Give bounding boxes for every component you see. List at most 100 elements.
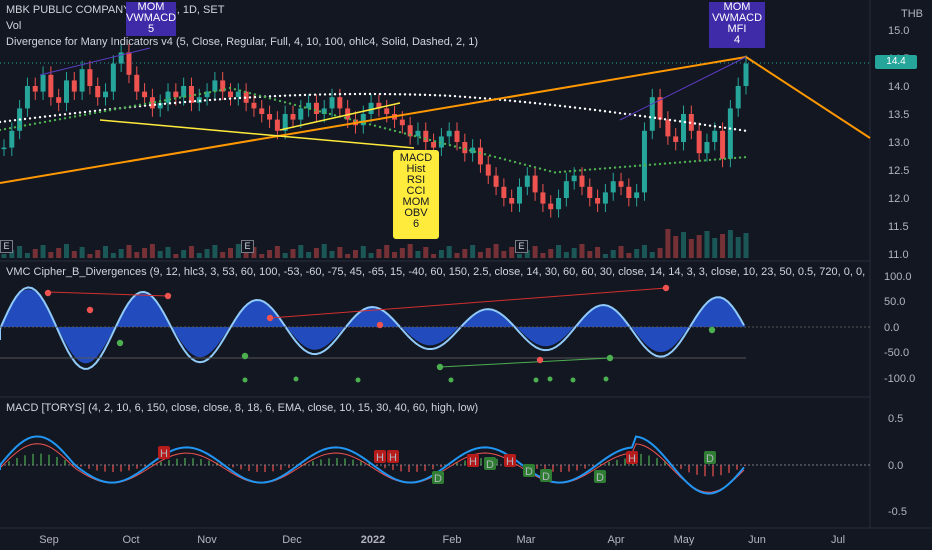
ema-slow-dot xyxy=(523,100,527,104)
time-tick: Oct xyxy=(122,534,139,546)
macd-histogram-bar xyxy=(568,465,570,472)
macd-histogram-bar xyxy=(592,465,594,467)
yellow-divergence-line xyxy=(279,102,401,131)
price-candle xyxy=(360,114,366,126)
ema-slow-dot xyxy=(573,106,577,109)
ema-fast-dot xyxy=(333,114,337,117)
label-line: Hist xyxy=(406,163,426,175)
ema-slow-dot xyxy=(508,99,512,102)
macd-d-marker xyxy=(540,469,552,482)
ema-fast-dot xyxy=(158,100,162,103)
macd-d-marker xyxy=(432,471,444,484)
ema-slow-dot xyxy=(328,93,332,96)
macd-histogram-bar xyxy=(608,461,610,465)
vmc-wave-line xyxy=(0,286,745,370)
ema-fast-dot xyxy=(53,118,57,122)
ema-slow-dot xyxy=(458,95,462,98)
ema-fast-dot xyxy=(188,94,192,98)
ema-slow-dot xyxy=(558,104,562,108)
ema-slow-dot xyxy=(383,92,387,96)
volume-bar xyxy=(563,252,569,258)
macd-histogram-bar xyxy=(536,465,538,469)
volume-bar xyxy=(79,247,85,258)
price-candle xyxy=(735,86,741,109)
vmc-tick: 50.0 xyxy=(884,296,905,308)
ema-slow-dot xyxy=(308,93,312,97)
ema-slow-dot xyxy=(203,99,207,102)
price-candle xyxy=(220,80,226,92)
purple-divergence-line xyxy=(619,56,747,121)
ema-slow-dot xyxy=(293,94,297,97)
volume-bar xyxy=(149,244,155,258)
ema-fast-dot xyxy=(708,158,712,162)
earnings-marker[interactable]: E xyxy=(241,240,254,253)
vmc-signal-dot xyxy=(241,352,249,360)
ema-slow-dot xyxy=(483,97,487,100)
macd-histogram-bar xyxy=(400,465,402,472)
price-candle xyxy=(595,198,601,204)
divergence-label-top-right: MOM VWMACD MFI 4 xyxy=(709,2,765,48)
vmc-tick: 0.0 xyxy=(884,322,899,334)
earnings-marker[interactable]: E xyxy=(515,240,528,253)
price-candle xyxy=(267,114,273,120)
price-candle xyxy=(556,198,562,210)
ema-fast-dot xyxy=(78,114,82,117)
price-candle xyxy=(610,181,616,193)
vmc-signal-dot xyxy=(44,289,52,297)
price-candle xyxy=(228,91,234,98)
price-candle xyxy=(274,119,280,131)
macd-histogram-bar xyxy=(232,465,234,468)
ema-fast-dot xyxy=(398,131,402,134)
vmc-tick: 100.0 xyxy=(884,271,912,283)
macd-histogram-bar xyxy=(368,463,370,465)
ema-fast-dot xyxy=(718,158,722,161)
ema-slow-dot xyxy=(248,96,252,99)
vmc-buy-dot xyxy=(533,377,539,383)
ema-fast-dot xyxy=(478,151,482,155)
time-tick: Apr xyxy=(607,534,624,546)
price-candle xyxy=(290,114,296,120)
ema-slow-dot xyxy=(478,96,482,100)
time-tick: Jul xyxy=(831,534,845,546)
volume-bar xyxy=(212,245,218,258)
ema-fast-dot xyxy=(743,156,747,159)
ema-fast-dot xyxy=(148,101,152,105)
ema-fast-dot xyxy=(383,127,387,130)
price-candle xyxy=(712,130,718,142)
ema-fast-dot xyxy=(0,128,2,132)
volume-bar xyxy=(407,244,413,258)
ema-fast-dot xyxy=(293,103,297,107)
price-candle xyxy=(618,181,624,187)
price-candle xyxy=(454,130,460,142)
ema-slow-dot xyxy=(393,93,397,96)
ema-slow-dot xyxy=(313,93,317,96)
ema-slow-dot xyxy=(38,116,42,119)
macd-histogram-bar xyxy=(104,465,106,472)
macd-histogram-bar xyxy=(192,458,194,465)
price-candle xyxy=(63,80,69,103)
price-candle xyxy=(329,97,335,109)
macd-histogram-bar xyxy=(712,465,714,477)
volume-bar xyxy=(415,251,421,258)
volume-bar xyxy=(181,250,187,258)
ema-slow-dot xyxy=(708,124,712,127)
ema-fast-dot xyxy=(298,105,302,108)
vmc-buy-dot xyxy=(242,377,248,383)
ema-slow-dot xyxy=(533,101,537,105)
volume-bar xyxy=(345,254,351,258)
ema-slow-dot xyxy=(448,94,452,98)
price-tick: 13.0 xyxy=(888,137,909,149)
earnings-marker[interactable]: E xyxy=(0,240,13,253)
ema-fast-dot xyxy=(573,169,577,172)
price-candle xyxy=(165,91,171,103)
price-candle xyxy=(173,91,179,98)
ema-slow-dot xyxy=(338,92,342,96)
ema-fast-dot xyxy=(28,123,32,126)
vmc-signal-dot xyxy=(116,339,124,347)
price-candle xyxy=(103,91,109,98)
volume-bar xyxy=(641,245,647,258)
macd-histogram-bar xyxy=(416,465,418,472)
ema-slow-dot xyxy=(83,110,87,114)
ema-slow-dot xyxy=(53,114,57,117)
